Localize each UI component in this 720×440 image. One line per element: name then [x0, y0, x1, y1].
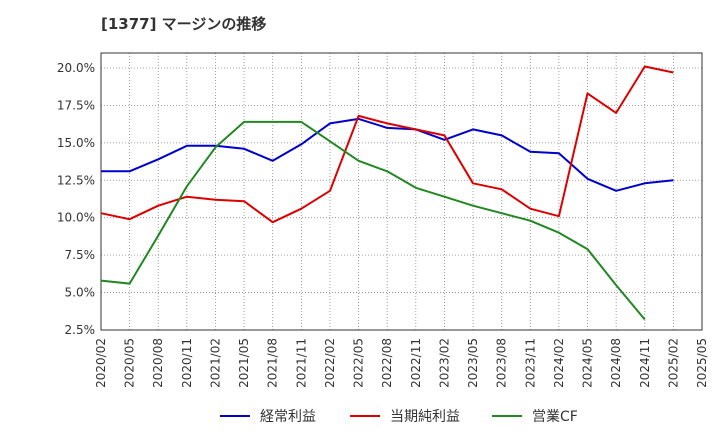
x-tick-label: 2020/11: [180, 338, 194, 388]
legend-label: 当期純利益: [390, 409, 460, 425]
plot-frame: [100, 52, 703, 331]
chart-title: [1377] マージンの推移: [101, 15, 267, 33]
legend-item-operating-cf: 営業CF: [492, 405, 578, 427]
x-tick-label: 2024/02: [552, 338, 566, 388]
y-tick-label: 7.5%: [65, 248, 96, 262]
legend-swatch: [350, 415, 380, 417]
x-tick-label: 2023/11: [523, 338, 537, 388]
x-tick-label: 2024/11: [638, 338, 652, 388]
legend-swatch: [220, 415, 250, 417]
x-tick-label: 2021/05: [237, 338, 251, 388]
x-tick-label: 2022/02: [323, 338, 337, 388]
x-tick-label: 2021/08: [266, 338, 280, 388]
grid-layer: [100, 53, 703, 331]
y-tick-label: 20.0%: [57, 61, 95, 75]
legend-label: 経常利益: [260, 409, 316, 425]
x-tick-label: 2025/02: [666, 338, 680, 388]
legend-swatch: [492, 415, 522, 417]
y-tick-label: 5.0%: [65, 286, 96, 300]
y-tick-label: 15.0%: [57, 136, 95, 150]
series-line-0: [101, 117, 674, 192]
x-tick-label: 2025/05: [695, 338, 709, 388]
series-line-2: [100, 120, 646, 321]
legend-item-ordinary-profit: 経常利益: [220, 405, 316, 427]
x-tick-label: 2023/08: [495, 338, 509, 388]
x-tick-label: 2020/02: [94, 338, 108, 388]
y-tick-label: 10.0%: [57, 211, 95, 225]
x-tick-label: 2024/05: [581, 338, 595, 388]
x-tick-label: 2022/08: [380, 338, 394, 388]
x-tick-label: 2024/08: [609, 338, 623, 388]
x-tick-label: 2022/05: [352, 338, 366, 388]
x-tick-label: 2023/05: [466, 338, 480, 388]
x-tick-label: 2022/11: [409, 338, 423, 388]
x-tick-label: 2023/02: [437, 338, 451, 388]
legend-label: 営業CF: [532, 409, 578, 425]
x-tick-label: 2021/02: [208, 338, 222, 388]
series-layer: [100, 65, 674, 321]
y-tick-label: 12.5%: [57, 173, 95, 187]
legend-item-net-profit: 当期純利益: [350, 405, 460, 427]
x-tick-label: 2020/08: [151, 338, 165, 388]
y-tick-label: 2.5%: [65, 323, 96, 337]
x-tick-label: 2020/05: [123, 338, 137, 388]
y-tick-label: 17.5%: [57, 98, 95, 112]
legend: 経常利益 当期純利益 営業CF: [0, 405, 720, 427]
x-tick-label: 2021/11: [294, 338, 308, 388]
x-axis: 2020/02 2020/05 2020/08 2020/11 2021/02 2021/…: [94, 338, 709, 388]
series-line-1: [100, 65, 674, 224]
y-axis: 2.5% 5.0% 7.5% 10.0% 12.5% 15.0% 17.5% 20.0%: [57, 61, 95, 337]
